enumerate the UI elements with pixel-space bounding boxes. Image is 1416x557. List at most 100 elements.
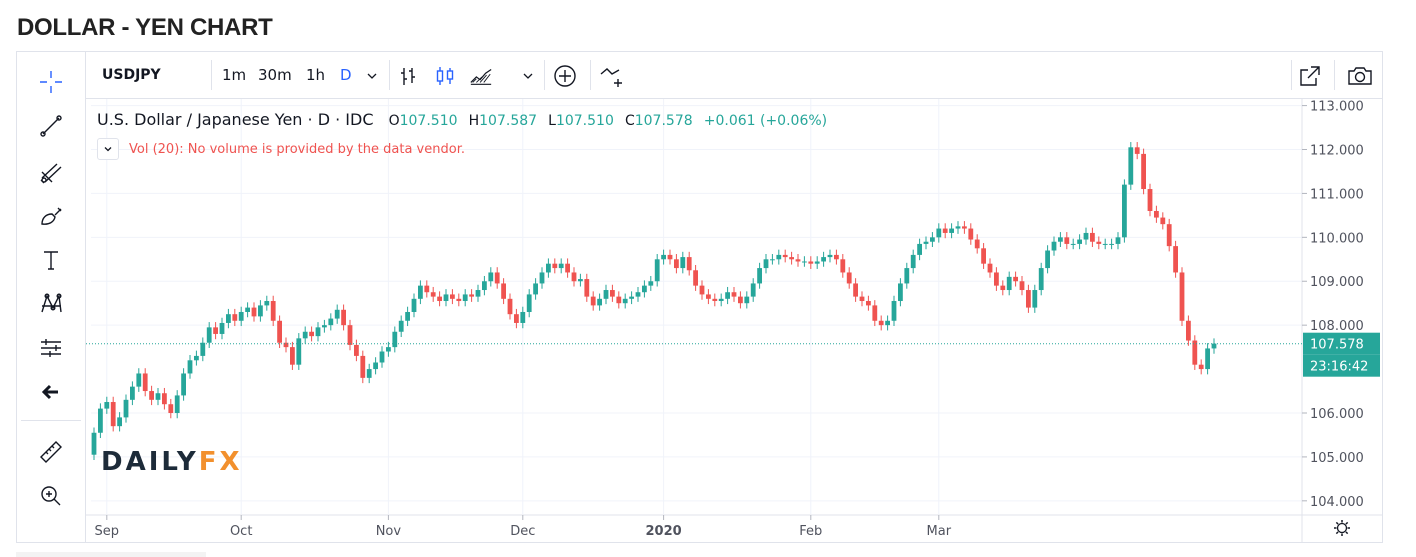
candle-body (104, 402, 110, 409)
candle-body (1160, 217, 1166, 225)
candle-body (482, 281, 487, 291)
compare-icon[interactable] (598, 64, 628, 88)
area-chart-icon[interactable] (469, 64, 493, 88)
text-tool-icon[interactable] (35, 244, 67, 276)
candle-body (571, 272, 577, 282)
chevron-down-icon[interactable] (360, 64, 384, 88)
x-tick-label: Mar (927, 524, 952, 539)
trend-line-icon[interactable] (35, 110, 67, 142)
candle-body (718, 298, 724, 302)
candle-body (392, 331, 398, 348)
indicators-add-icon[interactable] (553, 64, 577, 88)
interval-d[interactable]: D (340, 66, 352, 84)
candle-body (1045, 250, 1050, 269)
candle-body (885, 320, 890, 326)
legend-close-value: 107.578 (634, 113, 693, 129)
long-position-icon[interactable] (35, 332, 67, 364)
candles-icon[interactable] (433, 64, 457, 88)
candle-body (770, 259, 775, 261)
candle-body (955, 226, 961, 229)
ruler-icon[interactable] (35, 436, 67, 468)
legend-close-label: C (624, 113, 635, 129)
camera-icon[interactable] (1346, 64, 1374, 88)
candle-body (981, 248, 986, 264)
candle-body (1102, 243, 1108, 245)
interval-1h[interactable]: 1h (306, 66, 326, 84)
x-tick-label: Feb (799, 524, 822, 539)
candle-body (610, 290, 615, 297)
candle-body (379, 351, 385, 363)
volume-note: Vol (20): No volume is provided by the d… (129, 141, 465, 157)
candle-body (328, 318, 334, 326)
candle-body (322, 325, 327, 328)
interval-1m[interactable]: 1m (222, 66, 247, 84)
candle-body (424, 285, 430, 293)
candle-body (1198, 364, 1204, 370)
candle-body (878, 320, 884, 326)
candle-body (597, 298, 602, 306)
candle-body (277, 320, 282, 343)
candle-body (341, 309, 346, 326)
chevron-down-icon[interactable] (516, 64, 540, 88)
candle-body (290, 347, 295, 365)
candle-body (1006, 276, 1012, 291)
candle-body (315, 327, 321, 337)
candle-body (174, 395, 180, 413)
candle-body (949, 228, 954, 233)
candle-body (386, 347, 391, 352)
settings-gear-icon[interactable] (1334, 520, 1350, 536)
legend-low-value: 107.510 (555, 113, 614, 129)
brush-icon[interactable] (35, 200, 67, 232)
candle-body (1077, 239, 1082, 244)
candle-body (802, 261, 807, 263)
candle-body (1026, 290, 1031, 308)
candle-body (917, 243, 922, 255)
dailyfx-logo: DAILYFX (101, 447, 243, 477)
candle-body (1115, 237, 1121, 244)
candle-body (1058, 237, 1063, 242)
candle-body (808, 261, 814, 264)
price-chart[interactable]: 113.000 112.000 111.000 110.000 109.000 108.0… (86, 99, 1382, 542)
pitchfork-icon[interactable] (35, 156, 67, 188)
candle-body (238, 311, 244, 321)
candle-body (501, 283, 506, 299)
symbol-search[interactable]: USDJPY (102, 67, 161, 83)
candle-body (270, 301, 276, 321)
candle-body (789, 257, 794, 260)
candle-body (974, 239, 980, 249)
candle-body (494, 272, 500, 284)
candle-body (347, 325, 353, 345)
candle-body (846, 272, 852, 284)
candle-body (245, 307, 250, 312)
candle-body (910, 254, 916, 269)
candle-body (168, 404, 174, 413)
candle-body (603, 290, 609, 299)
candle-body (968, 228, 974, 240)
candle-body (667, 254, 673, 260)
bars-icon[interactable] (396, 64, 420, 88)
candle-body (904, 268, 910, 284)
candle-body (187, 360, 193, 374)
zoom-in-icon[interactable] (35, 480, 67, 512)
candle-body (181, 373, 186, 396)
legend-symbol-name: U.S. Dollar / Japanese Yen · D · IDC (97, 110, 374, 129)
candle-body (558, 263, 564, 269)
candle-body (219, 322, 225, 334)
candle-body (334, 309, 340, 319)
crosshair-icon[interactable] (35, 66, 67, 98)
candle-body (488, 272, 494, 282)
x-tick-label: Dec (510, 524, 535, 539)
candle-body (699, 285, 705, 295)
arrow-left-icon[interactable] (35, 376, 67, 408)
pattern-icon[interactable] (35, 288, 67, 320)
candle-body (834, 254, 839, 260)
y-tick-label: 110.000 (1310, 231, 1364, 246)
interval-30m[interactable]: 30m (258, 66, 292, 84)
candle-body (264, 301, 270, 306)
candle-body (872, 305, 878, 321)
candle-body (251, 307, 257, 317)
candle-body (565, 263, 570, 273)
popout-icon[interactable] (1298, 64, 1322, 88)
candle-body (1038, 268, 1044, 291)
collapse-chevron-icon[interactable] (97, 138, 119, 160)
